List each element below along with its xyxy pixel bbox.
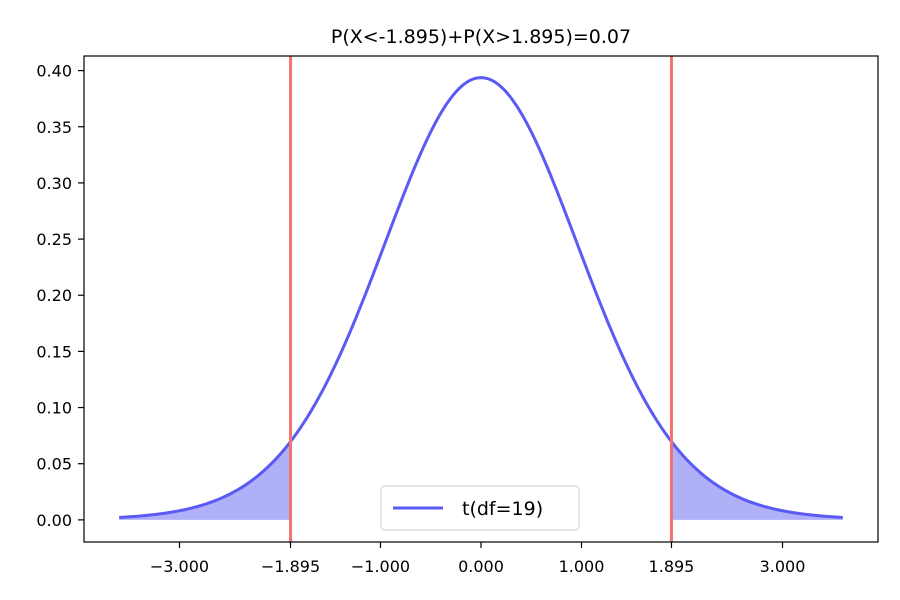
t-distribution-curve	[119, 76, 843, 519]
y-tick-label: 0.25	[36, 230, 72, 249]
series-lines	[119, 76, 843, 519]
y-tick-label: 0.40	[36, 62, 72, 81]
legend-box	[380, 485, 580, 531]
y-tick-label: 0.00	[36, 511, 72, 530]
y-tick-label: 0.15	[36, 342, 72, 361]
x-tick-label: 3.000	[760, 557, 806, 576]
y-tick-label: 0.10	[36, 399, 72, 418]
x-tick-label: 1.000	[559, 557, 605, 576]
x-tick-label: −3.000	[150, 557, 209, 576]
plot-area-frame	[83, 55, 879, 543]
x-tick-label: 0.000	[458, 557, 504, 576]
x-tick-label: 1.895	[649, 557, 695, 576]
x-axis-ticks: −3.000 −1.895 −1.000 0.000 1.000 1.895 3.000	[150, 542, 806, 576]
right-tail-fill	[671, 441, 843, 520]
chart-title: P(X<-1.895)+P(X>1.895)=0.07	[331, 26, 631, 48]
left-tail-fill	[119, 441, 291, 520]
y-tick-label: 0.20	[36, 286, 72, 305]
x-tick-label: −1.000	[351, 557, 410, 576]
legend: t(df=19)	[380, 485, 580, 531]
y-axis-ticks: 0.00 0.05 0.10 0.15 0.20 0.25 0.30 0.35 0.40	[36, 62, 84, 530]
y-tick-label: 0.30	[36, 174, 72, 193]
legend-label: t(df=19)	[462, 498, 543, 520]
y-tick-label: 0.05	[36, 455, 72, 474]
critical-lines	[289, 56, 673, 542]
y-tick-label: 0.35	[36, 118, 72, 137]
x-tick-label: −1.895	[261, 557, 320, 576]
tail-fills	[119, 441, 843, 520]
